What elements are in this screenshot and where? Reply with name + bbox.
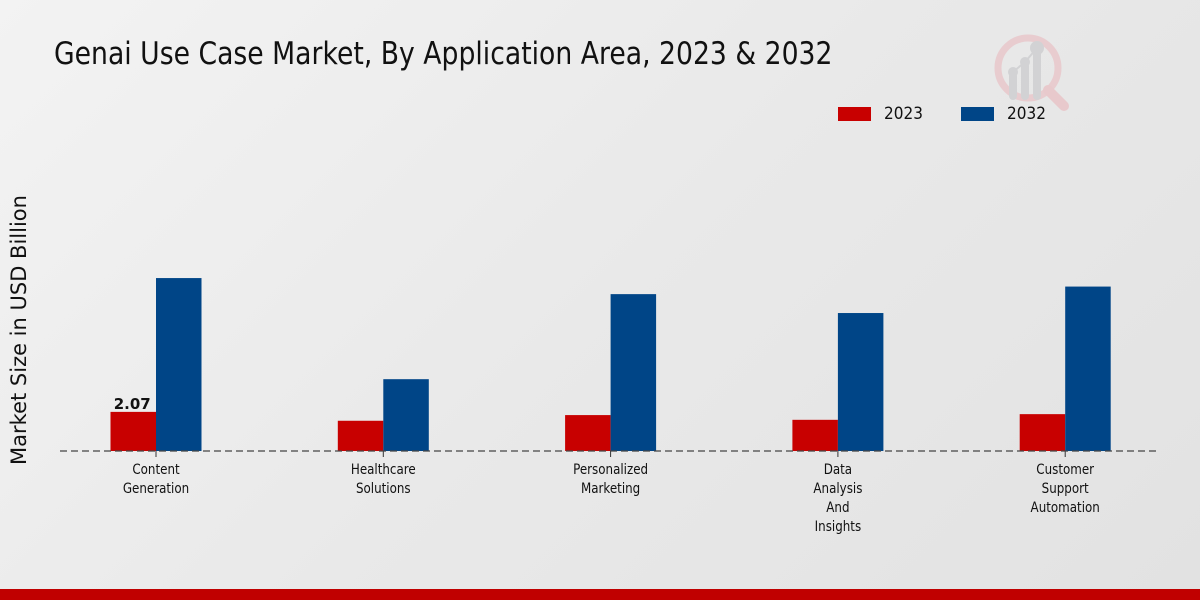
- bar-2032-2[interactable]: [610, 294, 657, 451]
- bar-2023-4[interactable]: [1019, 414, 1066, 451]
- x-tick-label-2: Personalized Marketing: [573, 462, 648, 497]
- legend-item-2032[interactable]: 2032: [961, 104, 1050, 124]
- x-tick-label-1: Healthcare Solutions: [351, 462, 416, 497]
- data-label-2023-0: 2.07: [114, 395, 151, 413]
- x-tick-label-4: Customer Support Automation: [1031, 462, 1100, 516]
- bar-2023-3[interactable]: [792, 419, 838, 451]
- x-tick-label-0: Content Generation: [123, 462, 189, 497]
- bar-2032-3[interactable]: [837, 313, 884, 451]
- chart-title: Genai Use Case Market, By Application Ar…: [54, 36, 833, 72]
- legend-item-2023[interactable]: 2023: [838, 104, 927, 124]
- brand-logo-icon: [994, 34, 1069, 111]
- legend-label-2023: 2023: [884, 104, 923, 124]
- bottom-accent-bar: [0, 589, 1200, 600]
- bar-2023-2[interactable]: [565, 415, 611, 451]
- legend-label-2032: 2032: [1007, 104, 1047, 124]
- bar-2032-4[interactable]: [1065, 286, 1111, 451]
- bar-2023-0[interactable]: [110, 411, 157, 451]
- bar-2032-1[interactable]: [383, 379, 429, 451]
- x-tick-label-3: Data Analysis And Insights: [813, 462, 862, 535]
- bar-2032-0[interactable]: [156, 278, 202, 451]
- legend-swatch-2023: [838, 107, 871, 121]
- bar-2023-1[interactable]: [337, 420, 384, 451]
- chart-legend: 2023 2032: [838, 104, 1085, 124]
- legend-swatch-2032: [961, 107, 995, 121]
